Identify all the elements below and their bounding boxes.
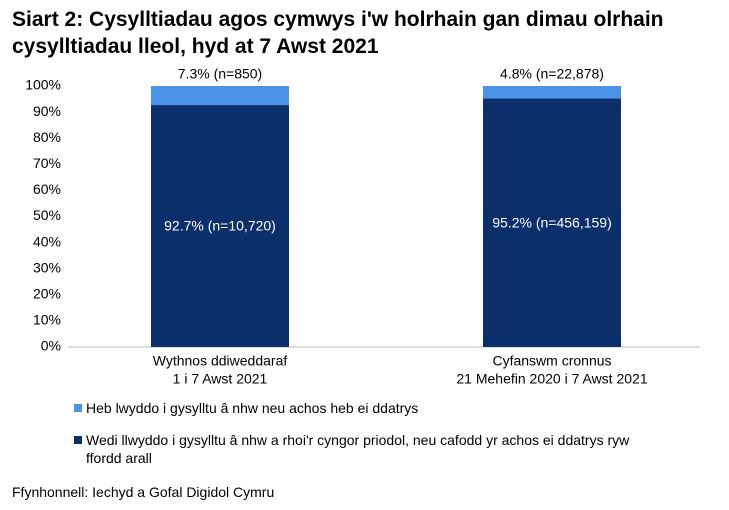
value-label: 95.2% (n=456,159) bbox=[492, 214, 612, 231]
y-tick-label: 80% bbox=[33, 129, 61, 145]
bar-segment bbox=[151, 105, 289, 347]
value-label: 4.8% (n=22,878) bbox=[500, 65, 604, 82]
x-tick-label: Wythnos ddiweddaraf bbox=[153, 353, 288, 369]
legend-swatch bbox=[74, 436, 82, 444]
x-tick-label: Cyfanswm cronnus bbox=[492, 353, 611, 369]
y-tick-label: 30% bbox=[33, 259, 61, 275]
bar-segment bbox=[483, 98, 621, 347]
bar-segment bbox=[483, 86, 621, 99]
legend-label: Wedi llwyddo i gysylltu â nhw a rhoi'r c… bbox=[86, 432, 630, 466]
bar-segment bbox=[151, 86, 289, 106]
y-tick-label: 40% bbox=[33, 233, 61, 249]
y-tick-label: 60% bbox=[33, 181, 61, 197]
legend-label: Heb lwyddo i gysylltu â nhw neu achos he… bbox=[86, 400, 419, 416]
legend-swatch bbox=[74, 404, 82, 412]
y-tick-label: 0% bbox=[41, 338, 61, 354]
y-tick-label: 10% bbox=[33, 312, 61, 328]
y-tick-label: 50% bbox=[33, 207, 61, 223]
chart-title: Siart 2: Cysylltiadau agos cymwys i'w ho… bbox=[12, 8, 664, 58]
y-tick-label: 100% bbox=[25, 77, 61, 93]
y-tick-label: 90% bbox=[33, 103, 61, 119]
y-tick-label: 20% bbox=[33, 286, 61, 302]
source-note: Ffynhonnell: Iechyd a Gofal Digidol Cymr… bbox=[12, 484, 275, 500]
x-tick-label: 1 i 7 Awst 2021 bbox=[173, 371, 268, 387]
value-label: 7.3% (n=850) bbox=[177, 65, 263, 82]
value-label: 92.7% (n=10,720) bbox=[164, 217, 276, 234]
y-tick-label: 70% bbox=[33, 155, 61, 171]
x-tick-label: 21 Mehefin 2020 i 7 Awst 2021 bbox=[456, 371, 647, 387]
